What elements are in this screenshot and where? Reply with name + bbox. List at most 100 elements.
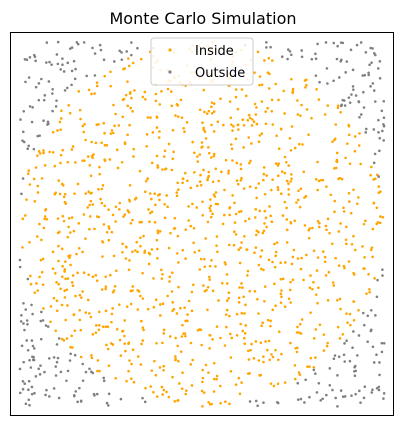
data-point-outside [21,139,24,142]
data-point-inside [300,256,303,260]
data-point-inside [168,275,172,279]
data-point-inside [161,168,164,171]
data-point-inside [270,353,273,356]
data-point-inside [36,154,39,157]
data-point-inside [207,151,211,155]
data-point-inside [104,325,108,329]
data-point-inside [166,205,169,209]
data-point-outside [351,346,354,350]
data-point-outside [22,360,26,364]
data-point-inside [191,202,194,206]
data-point-inside [183,130,186,133]
data-point-inside [84,138,87,142]
data-point-inside [88,203,91,207]
data-point-inside [97,328,101,332]
data-point-inside [277,98,280,102]
data-point-inside [36,289,40,292]
data-point-inside [173,227,177,230]
data-point-inside [66,235,70,239]
data-point-inside [160,277,164,280]
data-point-inside [114,376,117,380]
data-point-inside [153,192,157,195]
data-point-inside [156,256,159,260]
data-point-inside [230,147,234,150]
data-point-outside [61,63,64,66]
data-point-inside [214,191,218,194]
data-point-inside [119,354,123,357]
data-point-outside [286,57,289,61]
data-point-inside [358,132,361,135]
data-point-inside [299,187,303,190]
data-point-inside [346,142,349,145]
data-point-outside [364,51,368,54]
data-point-outside [315,391,319,394]
data-point-inside [148,192,152,195]
data-point-inside [234,137,238,141]
data-point-inside [51,250,55,254]
data-point-inside [314,356,317,359]
data-point-outside [34,85,38,89]
data-point-inside [315,87,318,91]
data-point-outside [377,385,381,389]
data-point-inside [276,382,280,386]
data-point-inside [123,334,126,338]
data-point-inside [125,379,128,383]
data-point-inside [156,229,160,232]
data-point-inside [171,375,174,379]
data-point-inside [325,344,329,348]
data-point-inside [201,405,204,408]
data-point-inside [109,132,113,135]
data-point-outside [76,42,80,46]
data-point-inside [312,337,316,340]
data-point-inside [101,325,105,329]
data-point-inside [225,299,229,303]
data-point-inside [240,241,243,244]
data-point-inside [184,334,187,338]
data-point-outside [32,147,36,151]
data-point-inside [147,208,150,211]
data-point-inside [180,335,184,338]
data-point-inside [114,220,117,223]
data-point-inside [228,100,232,103]
data-point-inside [29,282,33,286]
data-point-inside [372,201,376,205]
data-point-inside [264,122,268,126]
data-point-inside [65,288,69,291]
data-point-inside [174,355,177,358]
data-point-outside [265,46,268,49]
data-point-inside [232,243,236,247]
data-point-inside [296,113,300,116]
data-point-inside [165,390,168,394]
data-point-inside [214,167,218,171]
data-point-inside [367,273,370,276]
data-point-inside [94,331,98,335]
data-point-inside [44,208,47,212]
data-point-outside [367,71,370,75]
data-point-inside [139,319,143,323]
data-point-inside [300,103,303,107]
data-point-inside [225,273,229,276]
data-point-inside [289,341,292,345]
data-point-inside [241,118,245,121]
data-point-outside [376,67,380,70]
data-point-inside [261,231,265,235]
data-point-inside [197,249,201,252]
data-point-outside [21,387,25,391]
data-point-inside [247,113,251,117]
data-point-inside [150,161,154,165]
data-point-inside [224,313,228,316]
data-point-outside [23,382,27,385]
data-point-inside [216,250,219,254]
data-point-inside [132,155,135,158]
data-point-inside [155,115,159,118]
data-point-outside [378,136,382,140]
data-point-inside [271,355,275,359]
data-point-inside [271,178,274,181]
data-point-inside [154,373,158,377]
data-point-inside [331,242,334,246]
data-point-inside [283,112,286,115]
data-point-outside [361,74,365,77]
data-point-inside [160,90,163,93]
data-point-outside [362,396,366,400]
data-point-outside [20,192,23,196]
